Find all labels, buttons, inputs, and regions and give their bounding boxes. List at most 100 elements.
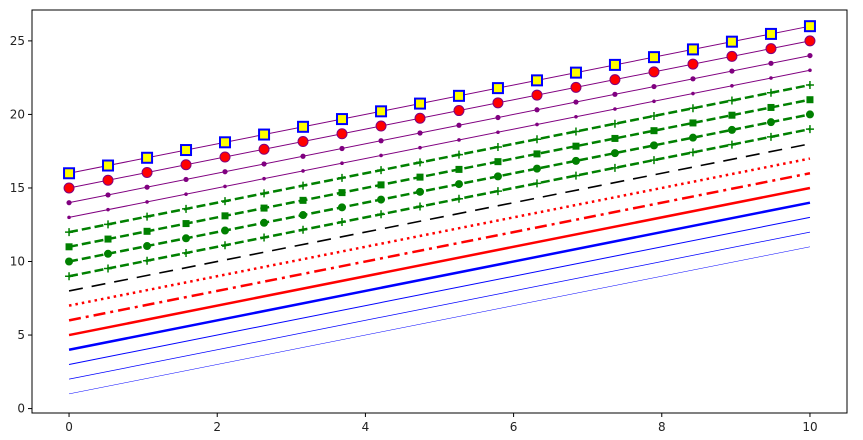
data-point-s13-9 (379, 153, 383, 158)
data-point-s16-18 (725, 35, 738, 48)
data-point-s14-10 (417, 130, 423, 136)
series-line-13 (68, 69, 811, 218)
data-point-s14-3 (144, 184, 150, 190)
series-line-8 (68, 143, 811, 292)
data-point-s15-16 (648, 66, 660, 78)
data-point-s11-8 (338, 189, 346, 197)
data-point-s16-15 (608, 58, 621, 71)
data-point-s13-7 (301, 169, 305, 173)
data-point-s13-8 (340, 161, 344, 165)
data-point-s12-2 (104, 220, 113, 229)
data-point-s13-19 (769, 76, 773, 80)
data-point-s12-7 (299, 181, 308, 190)
series-line-6 (68, 172, 811, 322)
data-point-s13-15 (613, 107, 617, 111)
data-point-s15-12 (492, 97, 504, 109)
data-point-s11-2 (104, 235, 112, 243)
y-tick-label: 5 (17, 328, 25, 342)
data-point-s12-4 (182, 204, 191, 213)
data-point-s14-13 (534, 107, 540, 113)
data-point-s13-4 (184, 192, 188, 196)
data-point-s16-19 (764, 27, 777, 40)
data-point-s11-3 (143, 227, 151, 235)
data-point-s9-6 (260, 233, 269, 242)
data-point-s15-2 (102, 174, 114, 186)
data-point-s11-19 (767, 103, 775, 111)
y-tick-label: 25 (10, 34, 25, 48)
data-point-s10-18 (727, 125, 736, 134)
data-point-s15-13 (531, 89, 543, 101)
data-point-s13-2 (106, 207, 110, 212)
data-point-s11-17 (689, 119, 697, 127)
data-point-s14-4 (183, 176, 189, 183)
series-line-5 (68, 186, 811, 337)
data-point-s13-17 (691, 91, 695, 96)
data-point-s12-6 (260, 189, 269, 198)
data-point-s9-17 (688, 148, 697, 157)
data-point-s10-16 (649, 141, 658, 150)
data-point-s9-10 (416, 202, 425, 211)
data-point-s13-11 (457, 138, 461, 142)
x-tick-label: 0 (65, 420, 73, 434)
data-point-s15-9 (375, 120, 387, 132)
data-point-s12-1 (65, 228, 74, 237)
series-line-12 (68, 83, 811, 234)
data-point-s12-14 (571, 127, 580, 136)
data-point-s9-9 (377, 210, 386, 219)
data-point-s9-8 (337, 218, 346, 227)
data-point-s9-4 (182, 248, 191, 257)
x-tick-label: 8 (658, 420, 666, 434)
series-line-4 (68, 201, 811, 351)
data-point-s14-6 (261, 161, 267, 167)
data-point-s16-8 (335, 113, 348, 126)
data-point-s11-5 (221, 212, 229, 220)
data-point-s10-14 (571, 156, 580, 165)
data-point-s9-13 (533, 179, 542, 188)
data-point-s14-20 (807, 52, 813, 59)
series-line-7 (68, 157, 811, 307)
data-point-s16-5 (219, 136, 232, 149)
x-tick-label: 6 (510, 420, 518, 434)
y-tick-label: 20 (10, 107, 25, 121)
data-point-s11-6 (260, 204, 268, 212)
series-line-11 (68, 98, 811, 249)
data-point-s13-18 (730, 83, 734, 88)
plot-frame (31, 9, 848, 414)
data-point-s12-13 (533, 135, 542, 144)
data-point-s9-11 (454, 194, 463, 203)
data-point-s14-9 (378, 138, 384, 144)
data-point-s16-10 (414, 97, 427, 110)
data-point-s16-14 (569, 66, 582, 79)
data-point-s16-12 (491, 82, 504, 95)
data-point-s9-2 (104, 264, 113, 273)
data-point-s11-18 (728, 111, 736, 119)
data-point-s9-5 (221, 241, 230, 250)
data-point-s15-1 (63, 182, 75, 194)
data-point-s12-12 (493, 142, 502, 151)
series-line-15 (68, 40, 811, 189)
data-point-s15-17 (687, 58, 699, 70)
data-point-s10-17 (688, 133, 697, 142)
series-line-1 (68, 246, 811, 395)
data-point-s14-5 (222, 169, 228, 175)
data-point-s12-8 (337, 173, 346, 182)
data-point-s10-3 (143, 242, 152, 251)
data-point-s9-15 (610, 163, 619, 172)
data-point-s14-14 (573, 99, 579, 105)
data-point-s11-12 (494, 158, 502, 166)
data-point-s15-3 (141, 166, 153, 178)
data-point-s10-15 (610, 149, 619, 158)
data-point-s9-1 (65, 272, 74, 281)
series-line-3 (68, 216, 811, 365)
data-point-s14-19 (768, 60, 774, 66)
data-point-s13-13 (535, 122, 539, 127)
data-point-s12-19 (766, 88, 775, 97)
data-point-s13-20 (808, 68, 812, 73)
data-point-s15-8 (336, 128, 348, 140)
data-point-s11-7 (299, 196, 307, 204)
data-point-s12-9 (377, 166, 386, 175)
data-point-s12-17 (688, 104, 697, 113)
data-point-s13-16 (652, 99, 656, 104)
data-point-s14-18 (729, 68, 735, 74)
